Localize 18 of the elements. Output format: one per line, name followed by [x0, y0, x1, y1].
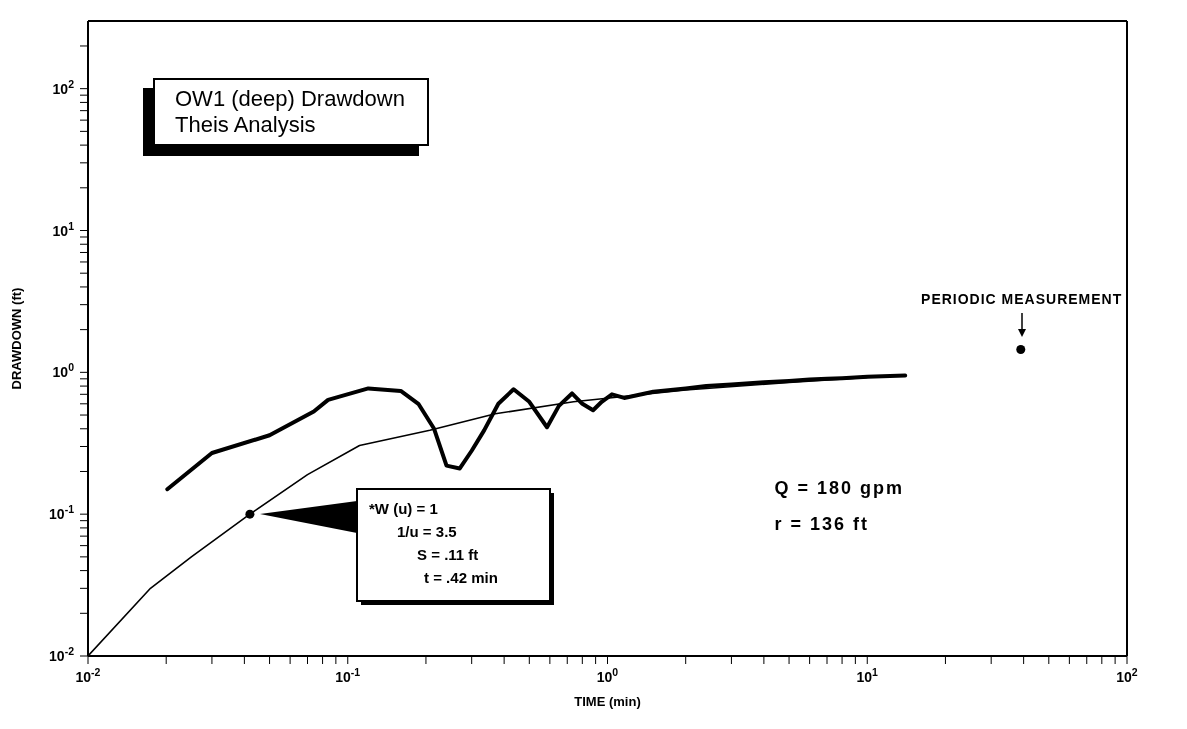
y-tick-label: 10$^{1}$: [52, 219, 75, 239]
x-tick-label: 10$^{0}$: [596, 666, 619, 685]
annotation: r = 136 ft: [774, 513, 869, 535]
annotation: Q = 180 gpm: [774, 477, 904, 499]
x-axis-title: TIME (min): [574, 694, 641, 709]
y-tick-label: 10$^{-1}$: [49, 503, 75, 523]
y-tick-label: 10$^{-2}$: [49, 645, 75, 664]
text: OW1 (deep) Drawdown: [175, 86, 405, 112]
y-tick-label: 10$^{2}$: [52, 77, 75, 97]
annotation: *W (u) = 1 1/u = 3.5 S = .11 ft t = .42 min: [369, 498, 499, 588]
x-tick-label: 10$^{-2}$: [75, 666, 101, 685]
x-tick-label: 10$^{1}$: [856, 666, 879, 685]
annotation: PERIODIC MEASUREMENT: [920, 290, 1124, 307]
y-axis-title: DRAWDOWN (ft): [8, 287, 24, 390]
y-tick-label: 10$^{0}$: [52, 361, 75, 381]
x-tick-label: 10$^{2}$: [1116, 666, 1138, 685]
x-tick-label: 10$^{-1}$: [335, 666, 361, 685]
text: Theis Analysis: [175, 112, 317, 138]
